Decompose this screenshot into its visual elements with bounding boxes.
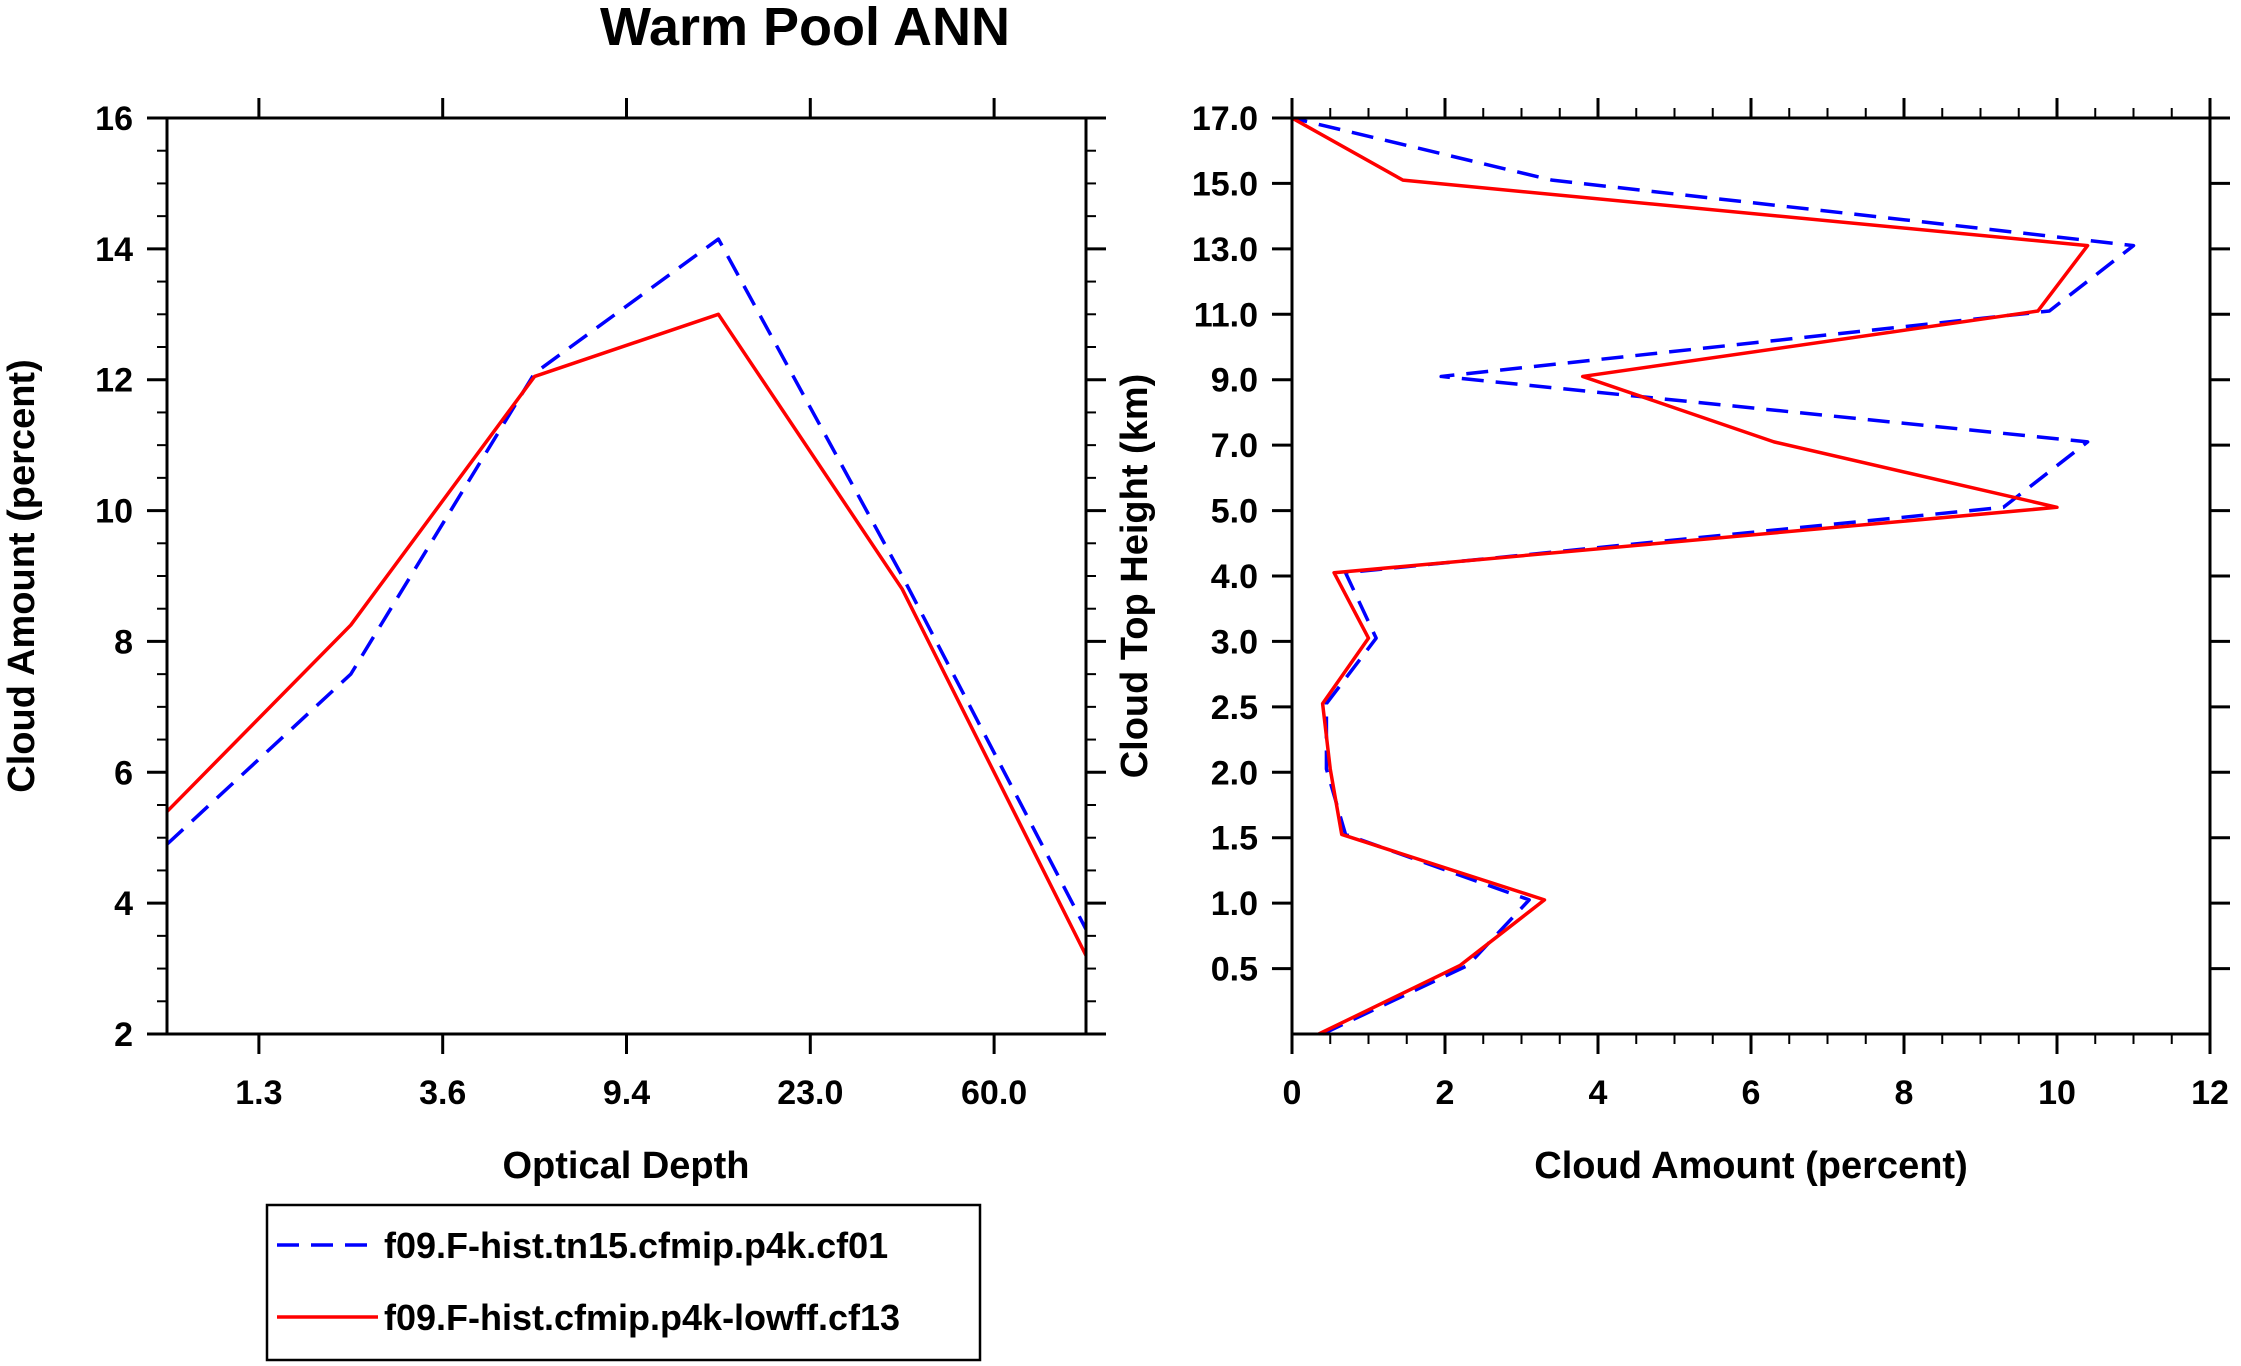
left-series-line-1 [165, 312, 1088, 957]
right-x-tick-label: 0 [1283, 1074, 1302, 1112]
right-y-tick-label: 1.5 [1211, 820, 1258, 858]
right-y-tick-label: 1.0 [1211, 885, 1258, 923]
right-y-tick-label: 0.5 [1211, 951, 1258, 989]
left-y-tick-label: 16 [95, 100, 133, 138]
legend: f09.F-hist.tn15.cfmip.p4k.cf01 f09.F-his… [265, 1203, 982, 1362]
left-x-tick-label: 3.6 [419, 1074, 466, 1112]
right-y-tick-label: 4.0 [1211, 558, 1258, 596]
right-chart: 0 2 4 6 8 10 12 0.5 1.0 1.5 2.0 2.5 3.0 4.0 5.0 7.0 9.0 1… [1114, 98, 2230, 1187]
right-y-tick-label: 2.0 [1211, 754, 1258, 792]
left-y-axis-label: Cloud Amount (percent) [1, 359, 43, 792]
left-y-tick-label: 2 [114, 1016, 133, 1054]
right-y-tick-label: 3.0 [1211, 623, 1258, 661]
right-x-tick-label: 12 [2191, 1074, 2229, 1112]
left-y-tick-label: 6 [114, 754, 133, 792]
left-y-tick-label: 14 [95, 231, 133, 269]
right-y-tick-label: 9.0 [1211, 362, 1258, 400]
right-y-tick-label: 5.0 [1211, 493, 1258, 531]
right-plot-frame [1290, 116, 2212, 1036]
right-x-tick-label: 10 [2038, 1074, 2076, 1112]
left-x-tick-label: 60.0 [961, 1074, 1027, 1112]
right-x-tick-label: 8 [1895, 1074, 1914, 1112]
legend-entry-0: f09.F-hist.tn15.cfmip.p4k.cf01 [384, 1225, 888, 1266]
left-plot-frame [165, 116, 1088, 1036]
left-series-line-0 [165, 237, 1088, 931]
left-x-axis-label: Optical Depth [502, 1145, 749, 1187]
legend-box [265, 1203, 982, 1362]
left-y-tick-label: 12 [95, 362, 133, 400]
chart-title: Warm Pool ANN [600, 0, 1010, 57]
right-y-tick-label: 17.0 [1192, 100, 1258, 138]
legend-entry-1: f09.F-hist.cfmip.p4k-lowff.cf13 [384, 1297, 900, 1338]
right-y-tick-label: 13.0 [1192, 231, 1258, 269]
right-x-tick-label: 6 [1742, 1074, 1761, 1112]
left-x-tick-label: 1.3 [235, 1074, 282, 1112]
left-y-tick-label: 8 [114, 623, 133, 661]
right-x-axis-label: Cloud Amount (percent) [1534, 1145, 1967, 1187]
left-x-tick-label: 9.4 [603, 1074, 650, 1112]
right-x-tick-label: 2 [1436, 1074, 1455, 1112]
right-y-tick-label: 15.0 [1192, 165, 1258, 203]
left-chart: 2 4 6 8 10 12 14 16 1.3 3.6 9.4 23.0 60.0 Optical De… [1, 98, 1106, 1187]
right-series-line-1 [1291, 116, 2090, 1036]
right-y-tick-label: 11.0 [1194, 296, 1258, 334]
right-y-axis-label: Cloud Top Height (km) [1114, 374, 1156, 779]
right-y-tick-label: 2.5 [1211, 689, 1258, 727]
left-x-tick-label: 23.0 [777, 1074, 843, 1112]
right-y-tick-label: 7.0 [1211, 427, 1258, 465]
right-series-line-0 [1291, 116, 2136, 1036]
left-y-tick-label: 4 [114, 885, 133, 923]
left-y-tick-label: 10 [95, 493, 133, 531]
right-x-tick-label: 4 [1589, 1074, 1608, 1112]
